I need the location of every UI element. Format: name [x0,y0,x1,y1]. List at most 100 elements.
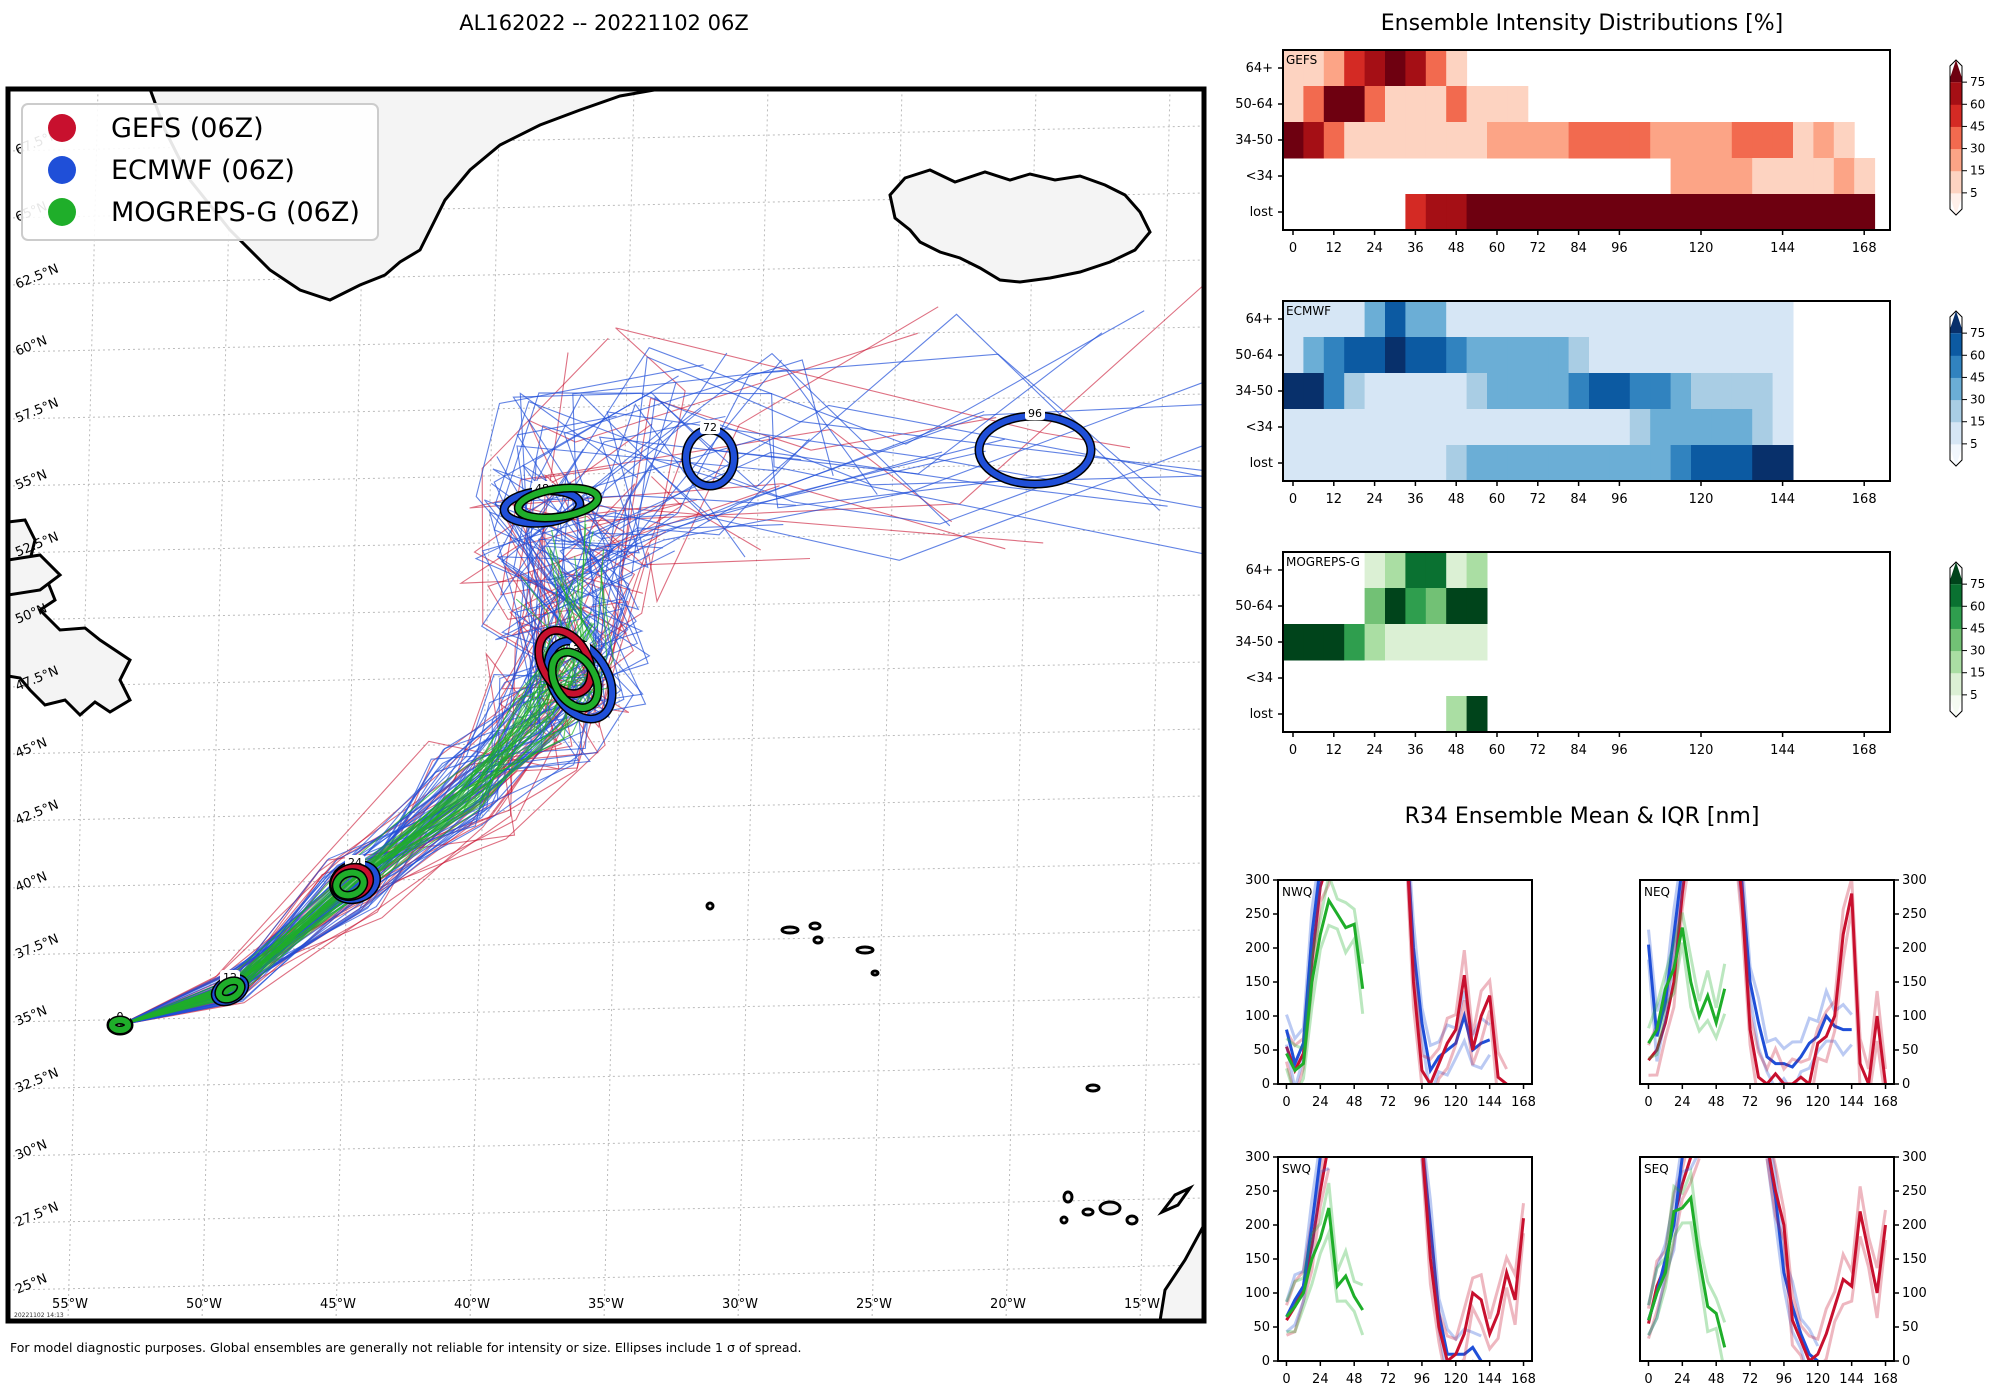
heatmap-xtick: 24 [1366,743,1383,758]
heatmap-cell [1425,122,1447,159]
heatmap-xtick: 36 [1407,241,1424,256]
lon-gridline [335,89,367,1321]
svg-text:96: 96 [1028,407,1042,420]
heatmap-cell [1793,158,1814,195]
forecast-ellipse [534,625,596,699]
r34-iqr-line [1647,880,1680,1012]
heatmap-cell [1609,122,1631,159]
heatmap-cell [1487,301,1508,338]
heatmap-row-label: lost [1250,707,1273,722]
r34-ytick: 300 [1245,1150,1270,1165]
heatmap-cell [1283,301,1304,338]
heatmap-cell [1507,86,1529,123]
heatmap-xtick: 168 [1852,241,1877,256]
heatmap-row-label: 34-50 [1235,635,1273,650]
heatmap-cell [1507,445,1529,482]
heatmap-cell [1303,445,1325,482]
heatmap-cell [1283,373,1304,410]
heatmap-cell [1650,194,1672,231]
heatmap-cell [1589,194,1610,231]
heatmap-cell [1303,624,1325,661]
heatmap-cell [1650,409,1672,446]
r34-ytick: 0 [1262,1077,1270,1092]
r34-ytick: 250 [1902,907,1927,922]
forecast-ellipse [547,647,603,713]
colorbar-tick: 45 [1970,119,1985,133]
heatmap-cell [1731,373,1753,410]
heatmap-cell [1405,624,1427,661]
heatmap-cell [1772,445,1794,482]
heatmap-cell [1425,50,1447,87]
heatmap-cell [1854,158,1876,195]
heatmap-cell [1731,194,1753,231]
heatmap-cell [1283,337,1304,374]
heatmap-cell [1752,373,1774,410]
colorbar-mogreps-g: 5 15 30 45 60 75 [1949,561,1985,718]
heatmap-cell [1691,301,1712,338]
heatmap-cell [1731,158,1753,195]
r34-mean-line [1647,927,1727,1044]
heatmap-cell [1527,373,1549,410]
colorbar-tick: 5 [1970,186,1978,200]
lon-label: 50°W [186,1297,222,1312]
heatmap-cell [1752,194,1774,231]
heatmap-cell [1425,337,1447,374]
r34-xtick: 24 [1312,1095,1329,1110]
lon-gridline [469,89,501,1321]
lon-gridline [603,89,635,1321]
lat-gridline [8,125,1204,152]
heatmap-xtick: 72 [1530,743,1547,758]
heatmap-cell [1629,337,1651,374]
r34-xtick: 144 [1477,1372,1502,1387]
colorbar-ecmwf: 5 15 30 45 60 75 [1949,310,1985,467]
heatmap-xtick: 12 [1326,743,1343,758]
heatmap-cell [1507,122,1529,159]
heatmap-cell [1405,373,1427,410]
heatmap-cell [1752,122,1774,159]
r34-xtick: 96 [1776,1095,1793,1110]
heatmap-row-label: 50-64 [1235,97,1273,112]
heatmap-cell [1731,122,1753,159]
heatmap-xtick: 84 [1570,241,1587,256]
r34-xtick: 120 [1805,1095,1830,1110]
heatmap-cell [1691,122,1712,159]
heatmap-cell [1364,122,1386,159]
r34-xtick: 168 [1873,1095,1898,1110]
heatmap-cell [1446,301,1468,338]
r34-mean-line [1285,1157,1323,1318]
heatmap-cell [1711,409,1733,446]
r34-xtick: 48 [1708,1372,1725,1387]
heatmap-xtick: 72 [1530,492,1547,507]
r34-ytick: 100 [1245,1009,1270,1024]
ensemble-track [119,628,579,1026]
heatmap-cell [1487,86,1508,123]
heatmap-xtick: 60 [1489,492,1506,507]
r34-ytick: 250 [1245,907,1270,922]
heatmap-cell [1283,624,1304,661]
heatmap-cell [1527,445,1549,482]
heatmap-cell [1527,301,1549,338]
r34-iqr-line [1285,1157,1320,1303]
r34-iqr-line [1409,880,1491,1048]
heatmap-cell [1446,409,1468,446]
heatmap-cell [1385,301,1406,338]
intensity-heatmaps: GEFS 64+ 50-64 34-50 <34 lost 0 12 24 36 48 60 72 84 9… [1235,49,1985,758]
r34-mean-line [1421,1157,1483,1361]
lon-gridline [1139,89,1171,1321]
colorbar-tick: 75 [1970,75,1985,89]
legend-gefs-label: GEFS (06Z) [111,113,264,144]
heatmap-cell [1589,409,1610,446]
heatmap-cell [1487,337,1508,374]
heatmap-cell [1629,194,1651,231]
heatmap-cell [1752,409,1774,446]
heatmap-panel-name: MOGREPS-G [1286,555,1360,569]
heatmap-cell [1548,373,1570,410]
heatmap-mogreps-g: MOGREPS-G 64+ 50-64 34-50 <34 lost 0 12 24 36 48 60… [1235,551,1891,758]
lon-label: 30°W [722,1297,758,1312]
map-legend: GEFS (06Z) ECMWF (06Z) MOGREPS-G (06Z) [21,103,379,241]
heatmap-cell [1466,86,1488,123]
r34-ytick: 100 [1902,1286,1927,1301]
